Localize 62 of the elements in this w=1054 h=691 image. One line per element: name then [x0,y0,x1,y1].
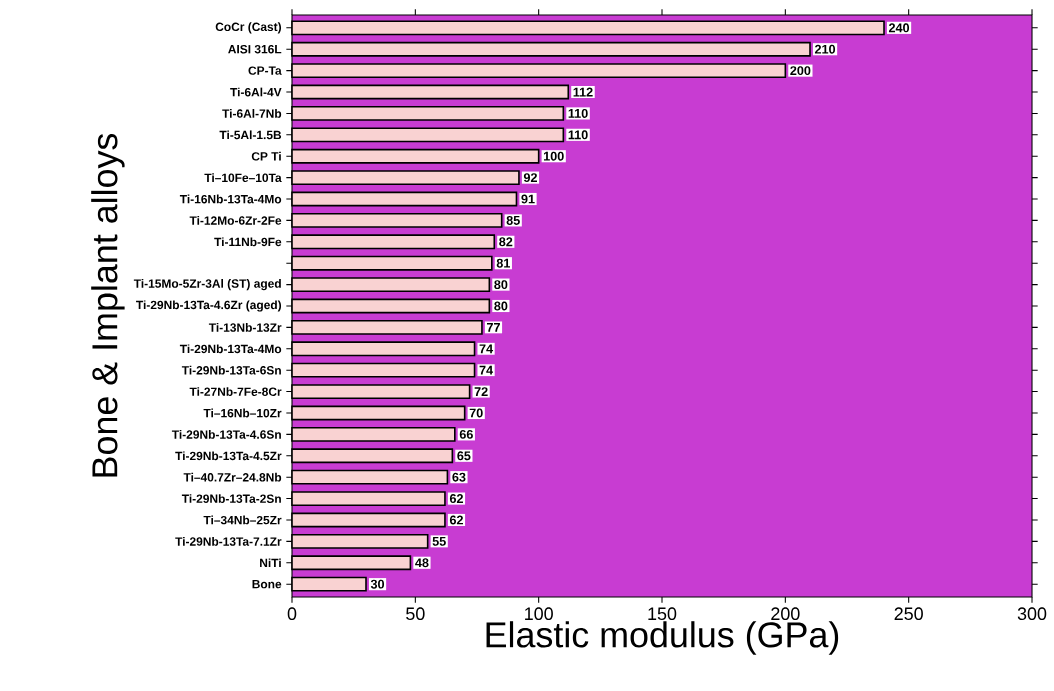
y-tick-label: Bone [252,579,282,589]
data-label: 74 [479,344,494,354]
data-label: 62 [449,515,463,525]
y-tick-label: AISI 316L [228,44,282,54]
x-tick-label: 150 [648,607,677,621]
data-label: 72 [474,387,488,396]
data-label: 70 [469,408,483,418]
y-tick-label: Ti-29Nb-13Ta-4.6Sn [171,429,281,439]
data-label: 55 [432,536,446,546]
x-tick-label: 100 [525,607,553,621]
data-label: 65 [457,451,471,461]
y-tick-label: Ti-15Mo-5Zr-3Al (ST) aged [133,279,281,291]
y-tick-label: Ti-27Nb-7Fe-8Cr [189,387,282,396]
data-label: 74 [479,365,494,375]
data-label: 91 [521,194,535,204]
data-label: 66 [459,429,473,439]
x-tick-label: 300 [1017,607,1047,621]
data-label: 48 [415,558,429,568]
y-tick-label: CoCr (Cast) [215,22,282,34]
data-label: 81 [496,258,510,268]
data-label: 240 [888,23,910,33]
data-label: 85 [506,215,520,225]
y-tick-label: Ti-6Al-4V [230,87,282,97]
y-tick-label: Ti-29Nb-13Ta-4Mo [179,344,282,354]
x-tick-label: 50 [406,607,425,621]
x-tick-label: 0 [287,607,297,621]
y-tick-label: Ti-29Nb-13Ta-7.1Zr [175,536,282,546]
y-tick-label: Ti–10Fe–10Ta [204,173,282,183]
y-tick-label: Ti-29Nb-13Ta-6Sn [181,365,281,375]
y-tick-label: Ti-6Al-7Nb [222,109,282,118]
data-label: 100 [543,151,564,161]
y-axis-title: Bone & Implant alloys [91,133,125,477]
data-label: 210 [814,44,836,54]
data-label: 30 [370,579,385,589]
data-label: 77 [486,323,500,332]
data-label: 110 [568,108,588,118]
y-tick-label: Ti-16Nb-13Ta-4Mo [179,194,282,204]
y-tick-label: Ti-29Nb-13Ta-4.5Zr [175,451,282,461]
y-tick-label: CP Ti [251,151,281,161]
y-tick-label: Ti-11Nb-9Fe [214,237,282,247]
data-label: 80 [494,301,508,311]
x-tick-label: 200 [771,607,800,621]
data-label: 82 [499,237,513,247]
y-tick-label: CP-Ta [248,66,282,75]
data-label: 80 [494,280,508,290]
y-tick-label: Ti-5Al-1.5B [219,130,282,140]
y-tick-label: Ti-29Nb-13Ta-4.6Zr (aged) [136,300,282,312]
y-tick-label: NiTi [260,558,281,568]
y-tick-label: Ti-29Nb-13Ta-2Sn [181,494,281,503]
data-label: 92 [523,173,537,183]
x-axis-title: Elastic modulus (GPa) [486,621,839,655]
data-label: 63 [452,472,466,482]
x-tick-label: 250 [894,607,923,621]
data-label: 112 [573,87,593,97]
y-tick-label: Ti-12Mo-6Zr-2Fe [189,216,282,225]
data-label: 110 [568,130,588,140]
y-tick-label: Ti–16Nb–10Zr [203,408,282,418]
y-tick-label: Ti-13Nb-13Zr [208,322,282,332]
y-tick-label: Ti–34Nb–25Zr [203,515,282,525]
data-label: 200 [790,66,811,76]
data-label: 62 [449,494,463,504]
y-tick-label: Ti–40.7Zr–24.8Nb [183,472,282,482]
